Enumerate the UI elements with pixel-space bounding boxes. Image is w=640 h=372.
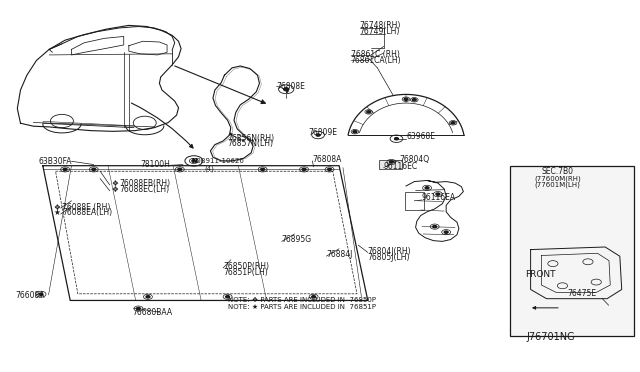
Text: 76850P(RH): 76850P(RH) xyxy=(223,262,269,271)
Circle shape xyxy=(92,168,96,170)
Text: NOTE: ★ PARTS ARE INCLUDED IN  76851P: NOTE: ★ PARTS ARE INCLUDED IN 76851P xyxy=(228,304,376,310)
Text: ❖: ❖ xyxy=(54,202,61,212)
Text: 76804Q: 76804Q xyxy=(399,155,429,164)
Text: 76809E: 76809E xyxy=(308,128,337,137)
Circle shape xyxy=(284,88,289,91)
Bar xyxy=(404,192,424,210)
Circle shape xyxy=(404,98,408,100)
Text: 76608A: 76608A xyxy=(15,291,45,300)
Text: 63B30FA: 63B30FA xyxy=(38,157,72,166)
Text: 76808E: 76808E xyxy=(276,82,305,91)
Text: 76680BAA: 76680BAA xyxy=(132,308,172,317)
Bar xyxy=(510,166,634,336)
Text: 76748(RH): 76748(RH) xyxy=(360,21,401,30)
Text: (77601M(LH): (77601M(LH) xyxy=(534,181,580,188)
Circle shape xyxy=(226,296,230,298)
Circle shape xyxy=(390,161,394,163)
Text: ❖: ❖ xyxy=(111,185,118,194)
Text: 96116EA: 96116EA xyxy=(422,193,456,202)
Circle shape xyxy=(39,293,43,295)
Text: 76857N(LH): 76857N(LH) xyxy=(228,140,274,148)
Circle shape xyxy=(394,138,398,140)
Circle shape xyxy=(178,168,182,170)
Text: 96116EC: 96116EC xyxy=(384,161,418,170)
Text: 76808A: 76808A xyxy=(312,155,342,164)
Circle shape xyxy=(316,134,320,136)
Text: 76475E: 76475E xyxy=(567,289,596,298)
Text: 76805J(LH): 76805J(LH) xyxy=(368,253,410,262)
Text: 76088EB(RH): 76088EB(RH) xyxy=(119,179,170,188)
Text: J76701NG: J76701NG xyxy=(527,332,575,341)
Text: 76749(LH): 76749(LH) xyxy=(360,27,400,36)
Circle shape xyxy=(312,296,316,298)
Text: 76895G: 76895G xyxy=(282,235,312,244)
Text: 76088E (RH): 76088E (RH) xyxy=(62,202,110,212)
Text: SEC.7B0: SEC.7B0 xyxy=(541,167,573,176)
Circle shape xyxy=(328,168,332,170)
Text: 76856N(RH): 76856N(RH) xyxy=(228,134,275,142)
Circle shape xyxy=(192,160,196,162)
Text: 76861CA(LH): 76861CA(LH) xyxy=(351,56,401,65)
Circle shape xyxy=(451,122,455,124)
Circle shape xyxy=(433,225,436,228)
Circle shape xyxy=(146,296,150,298)
Text: N: N xyxy=(191,157,196,164)
Text: 76088EC(LH): 76088EC(LH) xyxy=(119,185,170,194)
Text: ★: ★ xyxy=(54,208,61,218)
Circle shape xyxy=(353,131,357,133)
Text: NOTE: ❖ PARTS ARE INCLUDED IN  76850P: NOTE: ❖ PARTS ARE INCLUDED IN 76850P xyxy=(228,298,376,304)
Circle shape xyxy=(302,168,306,170)
Text: (4): (4) xyxy=(204,165,214,171)
Circle shape xyxy=(367,111,371,113)
Circle shape xyxy=(63,168,67,170)
Circle shape xyxy=(136,308,140,310)
Text: 78100H: 78100H xyxy=(140,160,170,169)
Circle shape xyxy=(425,187,429,189)
Text: 76804J(RH): 76804J(RH) xyxy=(368,247,412,256)
Text: 63968E: 63968E xyxy=(406,132,435,141)
Text: (77600M(RH): (77600M(RH) xyxy=(534,175,581,182)
Text: FRONT: FRONT xyxy=(525,270,556,279)
Circle shape xyxy=(412,99,416,101)
Text: 76861C (RH): 76861C (RH) xyxy=(351,51,399,60)
Text: ❖: ❖ xyxy=(111,179,118,188)
Text: 76884J: 76884J xyxy=(326,250,353,259)
Circle shape xyxy=(444,231,448,233)
Circle shape xyxy=(436,193,440,195)
Text: N0B911-10626: N0B911-10626 xyxy=(191,158,244,164)
Circle shape xyxy=(260,168,264,170)
Text: 76851P(LH): 76851P(LH) xyxy=(223,268,268,277)
Bar xyxy=(379,160,401,169)
Text: 76088EA(LH): 76088EA(LH) xyxy=(62,208,112,218)
